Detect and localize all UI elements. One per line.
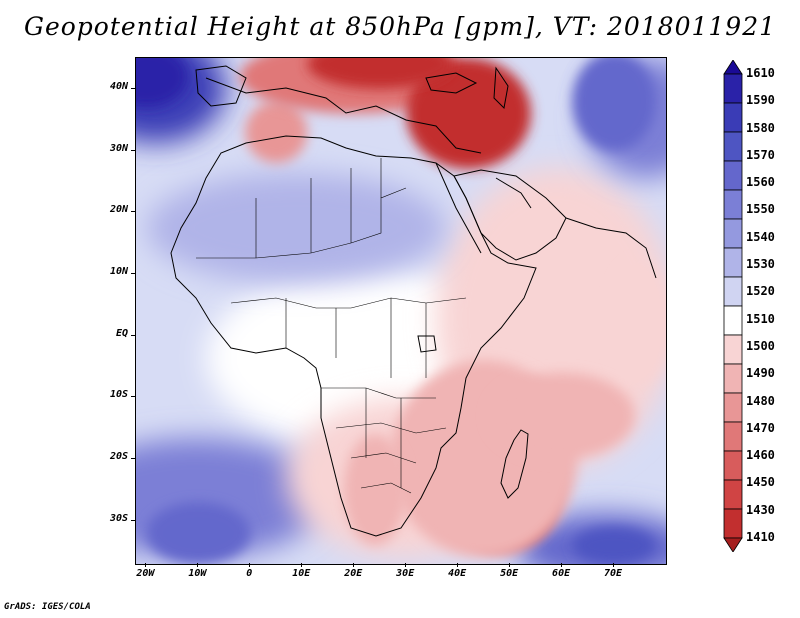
colorbar-label: 1580 — [746, 120, 775, 135]
coastlines — [170, 65, 657, 537]
map-panel — [135, 57, 667, 565]
lon-tick — [301, 563, 303, 567]
lon-tick — [457, 563, 459, 567]
field-anomaly-10 — [489, 372, 635, 460]
colorbar-swatch — [723, 537, 743, 552]
lon-label: 10W — [188, 568, 207, 579]
colorbar-label: 1430 — [746, 502, 775, 517]
colorbar-swatch — [723, 334, 743, 365]
lon-tick — [561, 563, 563, 567]
lat-tick — [131, 458, 135, 460]
lon-label: 20E — [344, 568, 363, 579]
colorbar-label: 1480 — [746, 393, 775, 408]
colorbar-swatch — [723, 189, 743, 220]
colorbar-swatch — [723, 102, 743, 133]
lon-tick — [509, 563, 511, 567]
lon-label: 60E — [552, 568, 571, 579]
lon-label: 20W — [136, 568, 155, 579]
lat-tick — [131, 519, 135, 521]
field-anomaly-6 — [406, 58, 531, 170]
lon-label: 30E — [396, 568, 415, 579]
colorbar — [723, 60, 743, 552]
colorbar-swatch — [723, 160, 743, 191]
colorbar-label: 1410 — [746, 530, 775, 544]
colorbar-swatch — [723, 73, 743, 104]
lon-label: 70E — [604, 568, 623, 579]
colorbar-swatch — [723, 479, 743, 510]
field-anomaly-12 — [146, 502, 251, 564]
colorbar-label: 1510 — [746, 311, 775, 326]
colorbar-label: 1520 — [746, 284, 775, 299]
lon-tick — [249, 563, 251, 567]
colorbar-label: 1550 — [746, 202, 775, 217]
colorbar-swatch — [723, 218, 743, 249]
colorbar-swatch — [723, 392, 743, 423]
lat-label: 30S — [109, 512, 128, 524]
colorbar-label: 1560 — [746, 175, 775, 190]
lat-tick — [131, 272, 135, 274]
colorbar-label: 1610 — [746, 66, 775, 80]
lat-tick — [131, 149, 135, 151]
field-anomalies — [136, 58, 666, 564]
lat-label: 40N — [109, 80, 128, 92]
colorbar-label: 1540 — [746, 229, 775, 244]
lon-tick — [197, 563, 199, 567]
colorbar-label: 1470 — [746, 420, 775, 435]
lon-label: 0 — [246, 568, 253, 579]
lon-label: 50E — [500, 568, 519, 579]
field-anomaly-13 — [572, 526, 656, 564]
lat-tick — [131, 334, 135, 336]
lon-tick — [405, 563, 407, 567]
field-anomaly-4 — [245, 101, 308, 163]
lon-label: 40E — [448, 568, 467, 579]
field-anomaly-11 — [608, 261, 666, 386]
colorbar-swatch — [723, 508, 743, 539]
colorbar-swatch — [723, 131, 743, 162]
lat-label: EQ — [115, 327, 128, 339]
lon-label: 10E — [292, 568, 311, 579]
country-borders — [196, 158, 467, 494]
colorbar-swatch — [723, 247, 743, 278]
geopotential-map — [136, 58, 666, 564]
colorbar-label: 1570 — [746, 147, 775, 162]
colorbar-swatch — [723, 305, 743, 336]
field-anomaly-3 — [343, 434, 407, 546]
lon-tick — [353, 563, 355, 567]
lat-label: 30N — [109, 142, 128, 154]
field-anomaly-9 — [136, 58, 188, 108]
colorbar-swatch — [723, 276, 743, 307]
lat-label: 10S — [109, 389, 128, 401]
colorbar-label: 1500 — [746, 338, 775, 353]
colorbar-swatch — [723, 421, 743, 452]
lat-label: 20S — [109, 451, 128, 463]
map-title: Geopotential Height at 850hPa [gpm], VT:… — [23, 12, 777, 41]
colorbar-swatch — [723, 363, 743, 394]
colorbar-label: 1490 — [746, 366, 775, 381]
grads-credit: GrADS: IGES/COLA — [4, 602, 91, 612]
colorbar-label: 1530 — [746, 257, 775, 272]
colorbar-label: 1450 — [746, 475, 775, 490]
lat-tick — [131, 87, 135, 89]
lon-tick — [613, 563, 615, 567]
lat-tick — [131, 396, 135, 398]
lon-tick — [145, 563, 147, 567]
lat-label: 20N — [109, 204, 128, 216]
colorbar-label: 1460 — [746, 448, 775, 463]
colorbar-label: 1590 — [746, 93, 775, 108]
lat-label: 10N — [109, 265, 128, 277]
field-anomaly-8 — [572, 58, 656, 151]
colorbar-swatch — [723, 450, 743, 481]
field-anomaly-7 — [307, 58, 453, 89]
lat-tick — [131, 211, 135, 213]
colorbar-swatch — [723, 60, 743, 75]
